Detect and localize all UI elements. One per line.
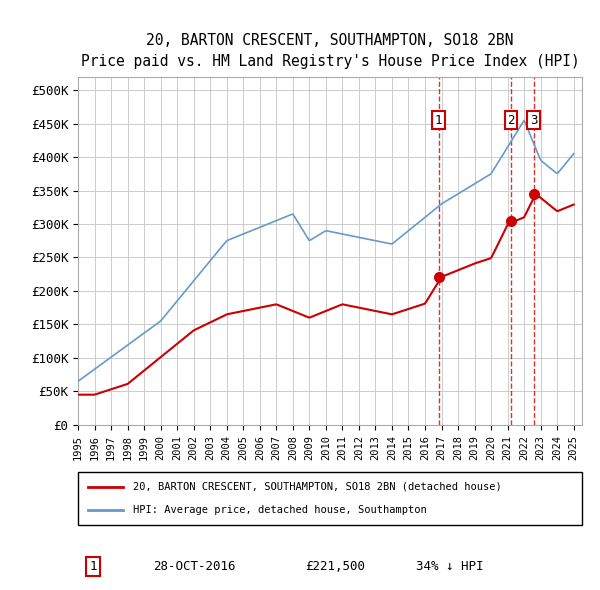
Text: 20, BARTON CRESCENT, SOUTHAMPTON, SO18 2BN (detached house): 20, BARTON CRESCENT, SOUTHAMPTON, SO18 2… bbox=[133, 482, 502, 492]
Text: 34% ↓ HPI: 34% ↓ HPI bbox=[416, 560, 483, 573]
FancyBboxPatch shape bbox=[78, 472, 582, 525]
Text: 1: 1 bbox=[435, 114, 442, 127]
Text: HPI: Average price, detached house, Southampton: HPI: Average price, detached house, Sout… bbox=[133, 505, 427, 515]
Text: £221,500: £221,500 bbox=[305, 560, 365, 573]
Title: 20, BARTON CRESCENT, SOUTHAMPTON, SO18 2BN
Price paid vs. HM Land Registry's Hou: 20, BARTON CRESCENT, SOUTHAMPTON, SO18 2… bbox=[80, 32, 580, 68]
Text: 28-OCT-2016: 28-OCT-2016 bbox=[154, 560, 236, 573]
Text: 3: 3 bbox=[530, 114, 538, 127]
Text: 2: 2 bbox=[508, 114, 515, 127]
Text: 1: 1 bbox=[89, 560, 97, 573]
